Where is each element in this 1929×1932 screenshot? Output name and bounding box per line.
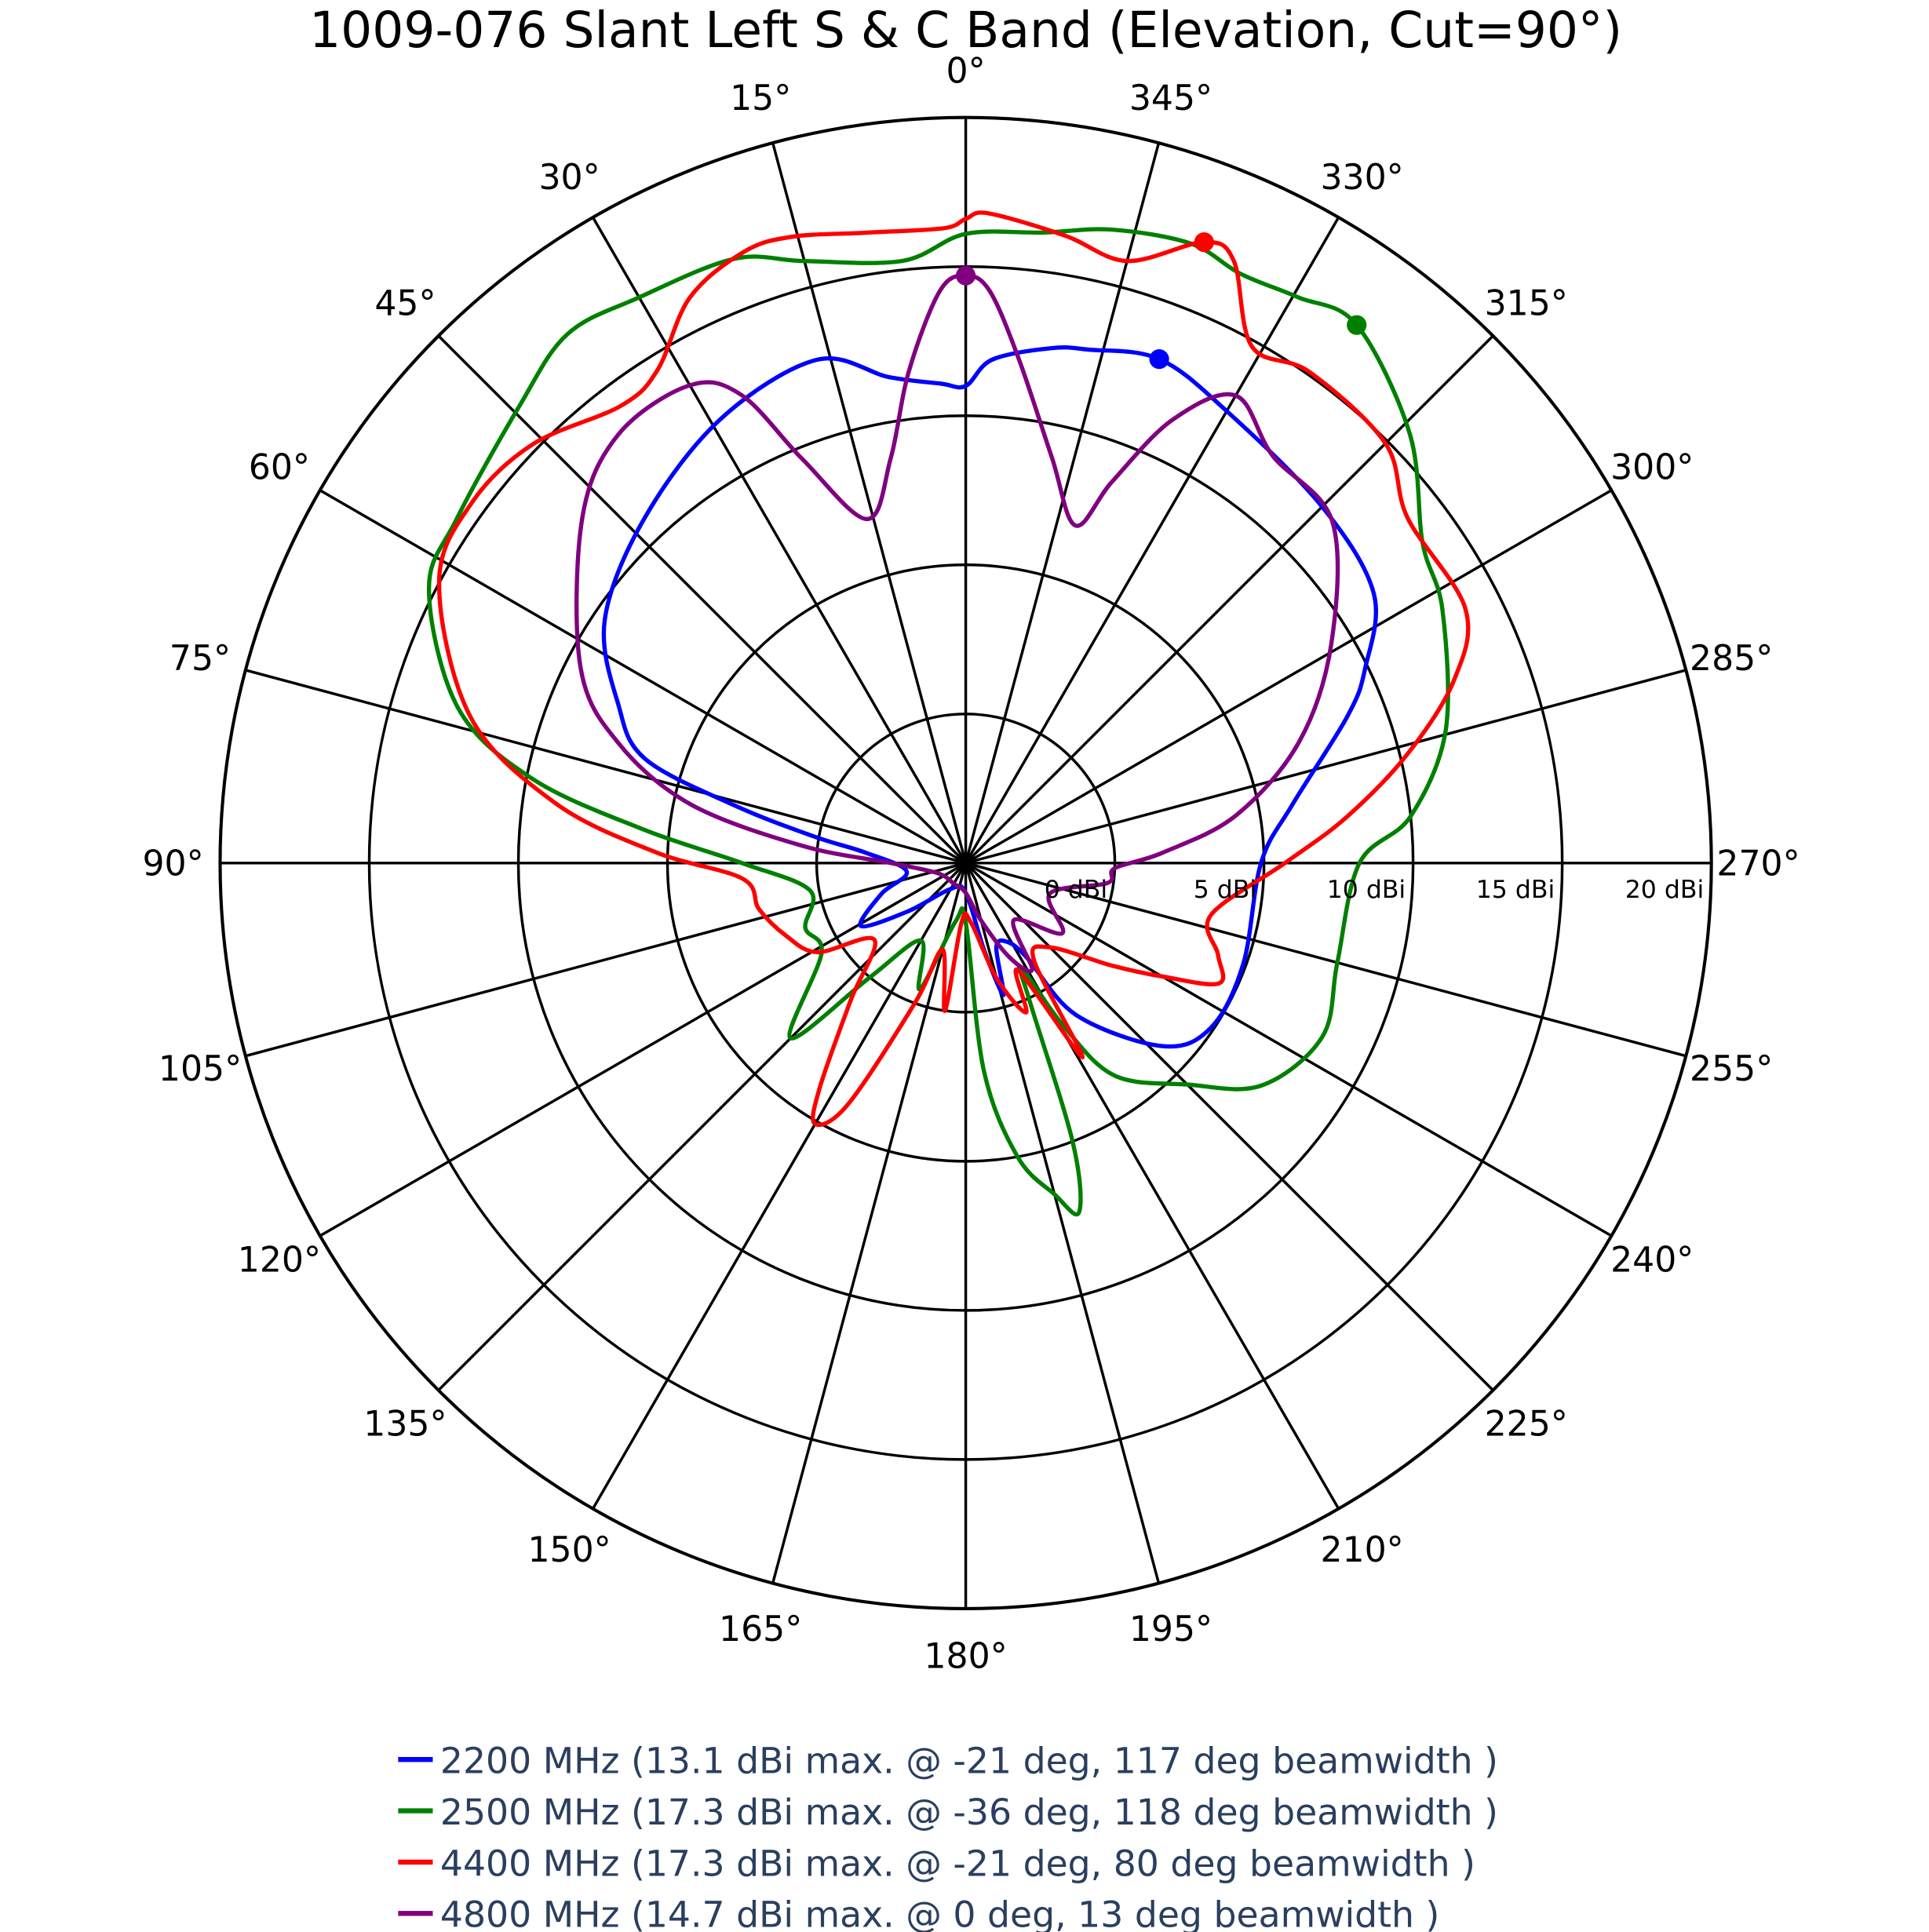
spoke-45: [437, 334, 967, 865]
angle-label-15: 15°: [730, 78, 791, 118]
angle-label-270: 270°: [1716, 844, 1800, 884]
angle-label-225: 225°: [1485, 1405, 1568, 1445]
angle-label-150: 150°: [527, 1530, 611, 1570]
angle-label-255: 255°: [1690, 1049, 1773, 1089]
spoke-15: [771, 142, 968, 864]
spoke-225: [964, 862, 1494, 1391]
angle-label-195: 195°: [1129, 1609, 1212, 1649]
polar-grid: [218, 115, 1713, 1610]
legend-label: 2500 MHz (17.3 dBi max. @ -36 deg, 118 d…: [440, 1792, 1498, 1833]
radial-label-0: 0 dBi: [1045, 876, 1107, 904]
angle-label-330: 330°: [1320, 158, 1403, 198]
angle-label-345: 345°: [1129, 78, 1212, 118]
trace-series-3: [574, 273, 1340, 974]
angle-label-120: 120°: [238, 1241, 321, 1281]
angle-label-300: 300°: [1610, 448, 1694, 488]
legend-label: 2200 MHz (13.1 dBi max. @ -21 deg, 117 d…: [440, 1740, 1498, 1781]
legend-item-2[interactable]: 4400 MHz (17.3 dBi max. @ -21 deg, 80 de…: [398, 1843, 1475, 1884]
trace-series-1: [426, 227, 1450, 1217]
angle-label-210: 210°: [1320, 1530, 1403, 1570]
angle-label-75: 75°: [170, 639, 231, 679]
max-marker-series-0: [1149, 349, 1169, 370]
legend-item-0[interactable]: 2200 MHz (13.1 dBi max. @ -21 deg, 117 d…: [398, 1740, 1498, 1781]
angle-label-240: 240°: [1610, 1241, 1694, 1281]
max-marker-series-2: [1194, 232, 1214, 253]
spoke-30: [592, 217, 968, 864]
spoke-285: [965, 669, 1687, 865]
spoke-165: [771, 862, 968, 1584]
ring-5: [665, 563, 1266, 1163]
legend-item-1[interactable]: 2500 MHz (17.3 dBi max. @ -36 deg, 118 d…: [398, 1792, 1498, 1833]
ring-10: [516, 414, 1415, 1312]
legend-label: 4400 MHz (17.3 dBi max. @ -21 deg, 80 de…: [440, 1843, 1475, 1884]
angle-label-105: 105°: [159, 1049, 242, 1089]
spoke-120: [319, 862, 967, 1238]
radial-label-20: 20 dBi: [1625, 876, 1704, 904]
angle-label-285: 285°: [1690, 639, 1773, 679]
spoke-135: [437, 862, 967, 1391]
angle-label-180: 180°: [924, 1637, 1007, 1677]
spoke-255: [965, 862, 1687, 1058]
angle-label-30: 30°: [538, 158, 600, 198]
angle-label-45: 45°: [374, 283, 436, 323]
angle-label-315: 315°: [1485, 283, 1568, 323]
legend-item-3[interactable]: 4800 MHz (14.7 dBi max. @ 0 deg, 13 deg …: [398, 1894, 1439, 1932]
angle-label-90: 90°: [142, 844, 203, 884]
radial-label-15: 15 dBi: [1476, 876, 1555, 904]
traces: [426, 210, 1471, 1217]
trace-series-2: [436, 210, 1471, 1128]
angle-label-165: 165°: [719, 1609, 802, 1649]
spoke-240: [964, 862, 1613, 1238]
radial-label-5: 5 dBi: [1194, 876, 1256, 904]
angle-label-135: 135°: [363, 1405, 447, 1445]
angle-label-60: 60°: [249, 448, 310, 488]
spoke-330: [964, 217, 1340, 864]
radial-label-10: 10 dBi: [1327, 876, 1406, 904]
spoke-300: [964, 489, 1613, 865]
spoke-210: [964, 862, 1340, 1510]
chart-title: 1009-076 Slant Left S & C Band (Elevatio…: [309, 2, 1622, 59]
legend: 2200 MHz (13.1 dBi max. @ -21 deg, 117 d…: [398, 1740, 1498, 1932]
ring-20: [218, 115, 1713, 1610]
spoke-150: [592, 862, 968, 1510]
ring-0: [815, 713, 1117, 1014]
spoke-60: [319, 489, 967, 865]
max-marker-series-3: [955, 265, 976, 286]
angle-label-0: 0°: [946, 52, 986, 92]
spoke-105: [245, 862, 967, 1058]
legend-label: 4800 MHz (14.7 dBi max. @ 0 deg, 13 deg …: [440, 1894, 1439, 1932]
spoke-75: [245, 669, 967, 865]
axis-labels: 0° 15° 30° 45° 60° 75° 90° 105° 120° 135° 150° 165°…: [142, 52, 1800, 1677]
max-marker-series-1: [1347, 315, 1367, 335]
